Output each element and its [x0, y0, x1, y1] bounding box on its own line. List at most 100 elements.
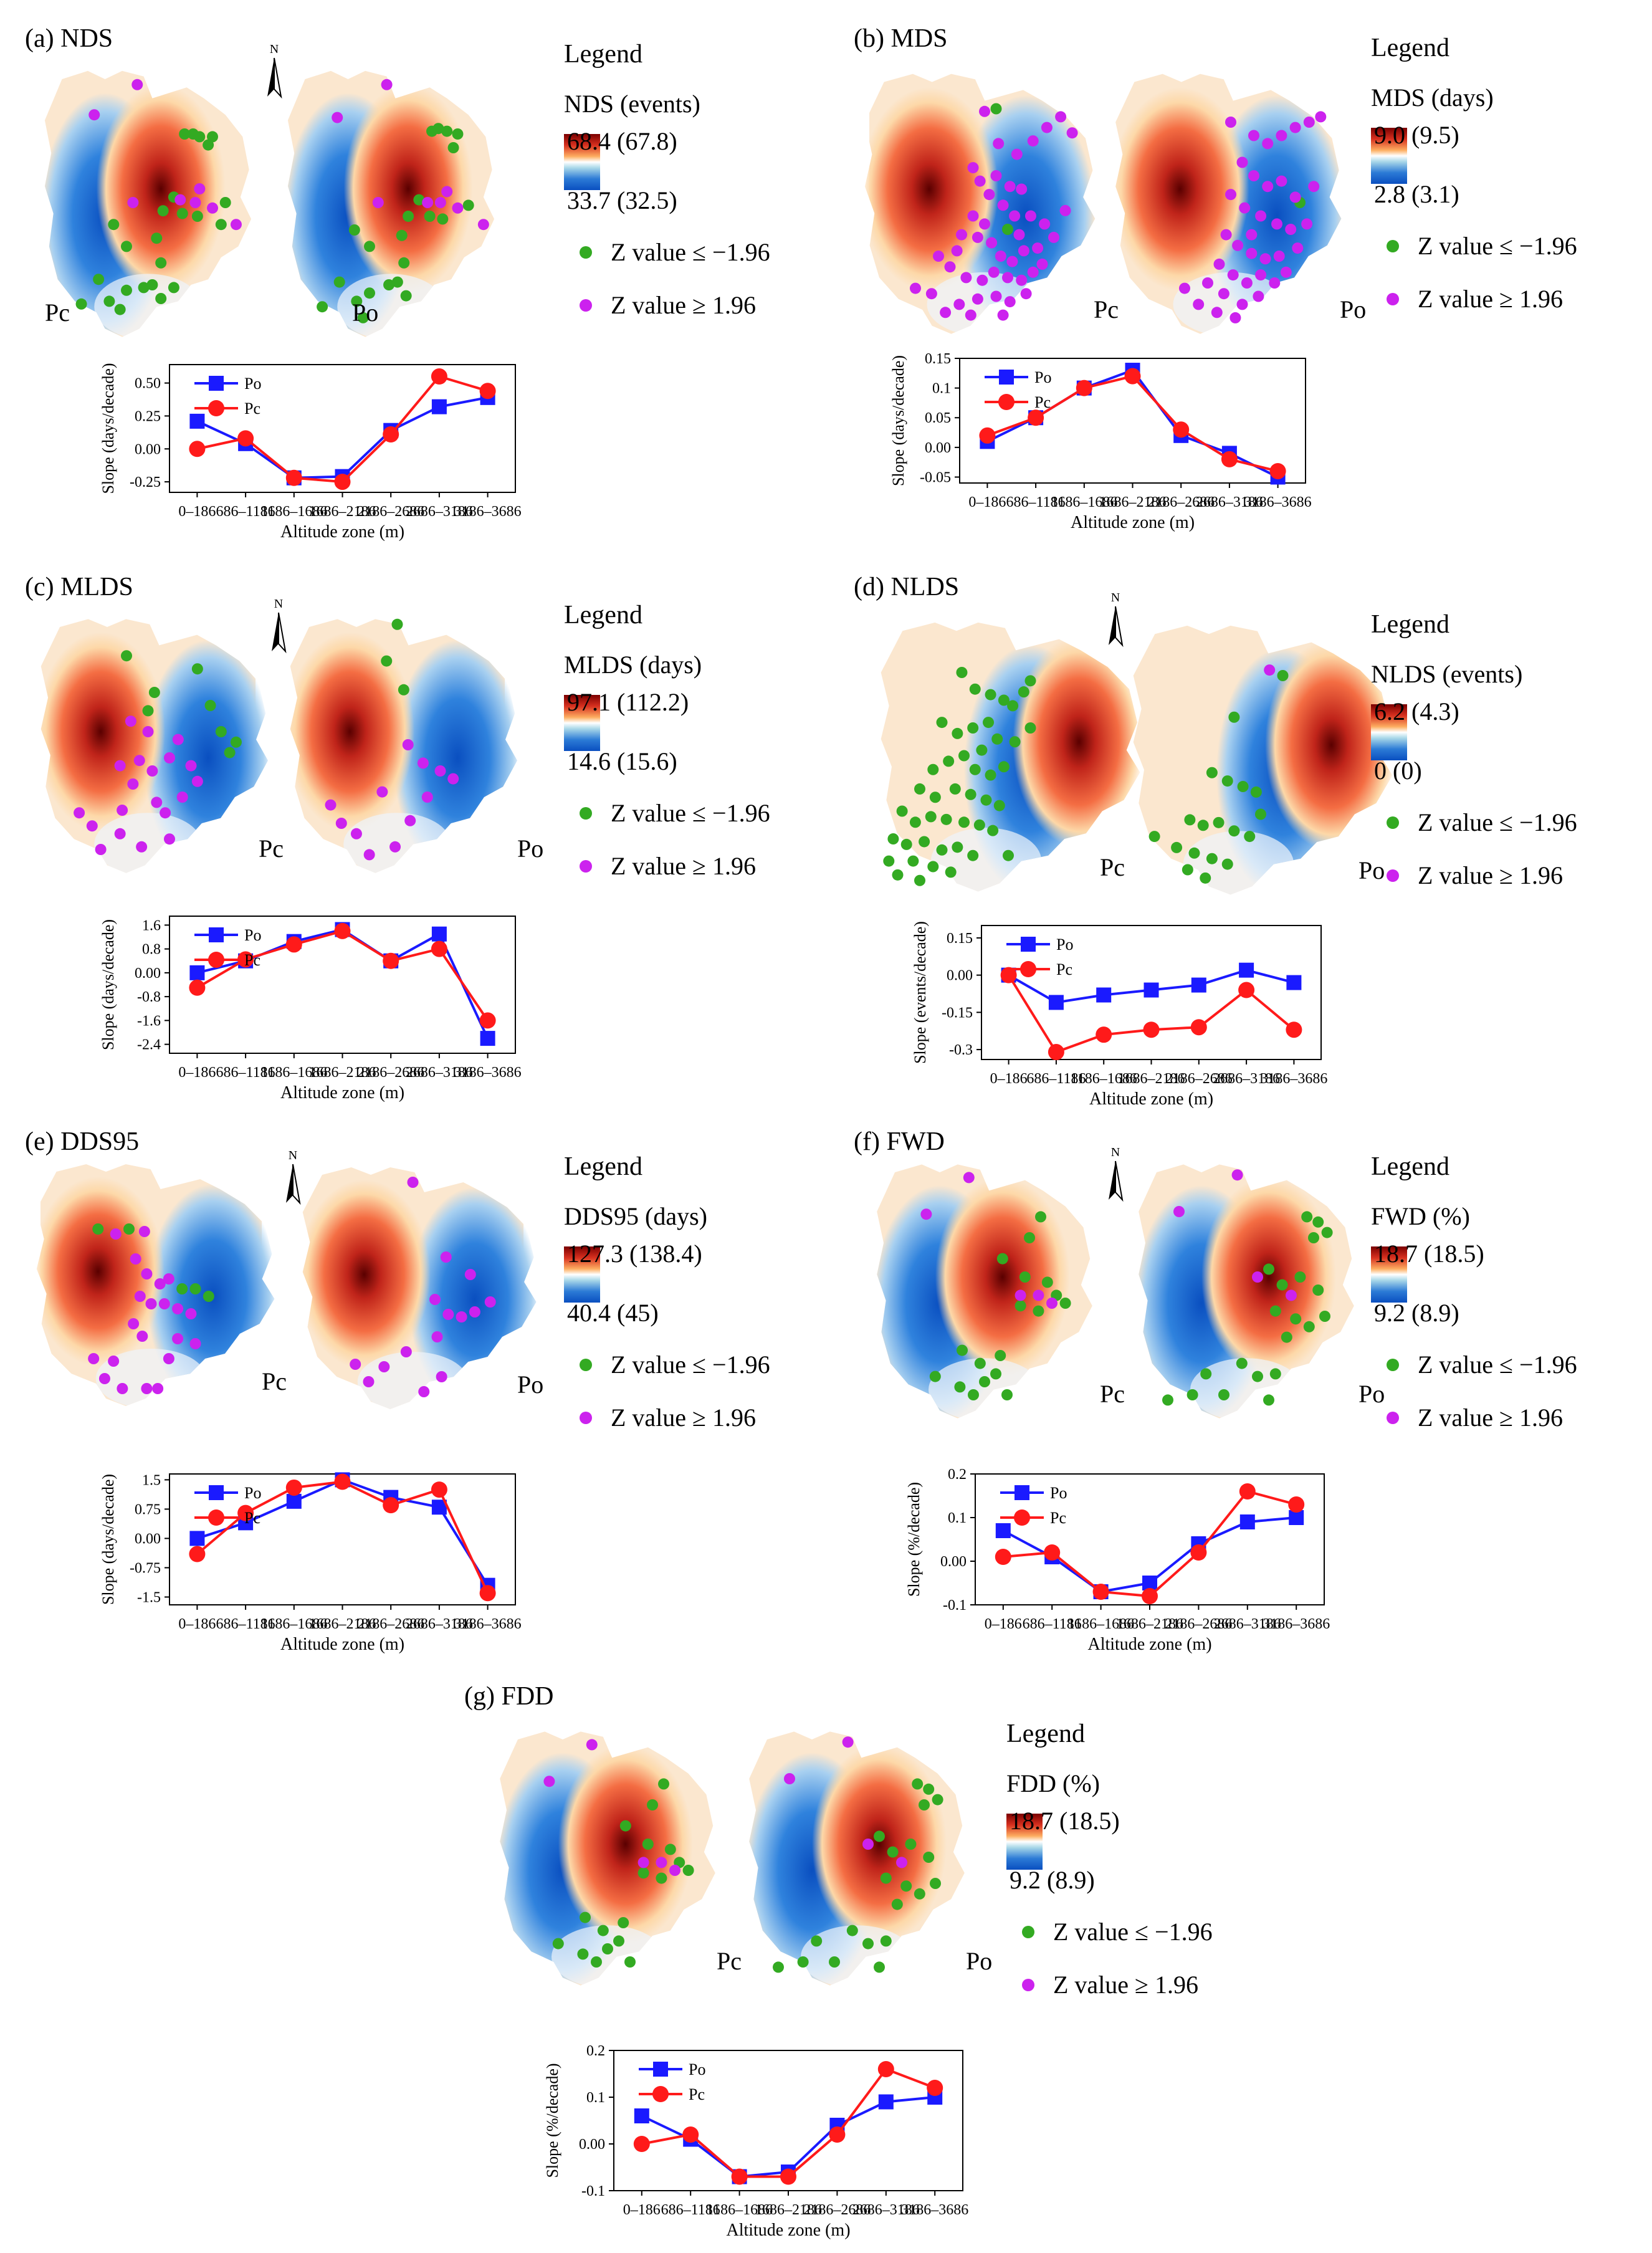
legend-variable: MDS (days): [1371, 84, 1494, 112]
green-station: [1255, 808, 1266, 820]
green-station: [940, 813, 952, 825]
purple-station: [784, 1773, 795, 1784]
green-station: [907, 855, 919, 867]
purple-station: [176, 792, 188, 803]
purple-station: [194, 183, 206, 194]
green-station: [103, 295, 115, 307]
purple-station: [956, 229, 967, 241]
green-station: [1213, 816, 1225, 828]
green-station: [121, 650, 132, 662]
green-station: [1250, 786, 1262, 798]
pc-marker: [1142, 1588, 1158, 1604]
green-station: [1312, 1216, 1324, 1228]
south-region: [94, 813, 202, 873]
purple-station: [363, 1376, 375, 1387]
legend-title: Legend: [564, 1152, 642, 1181]
purple-station: [1253, 290, 1264, 302]
legend-purple-marker: [1387, 1412, 1399, 1424]
legend-variable: FDD (%): [1006, 1769, 1100, 1797]
purple-station: [88, 109, 100, 121]
green-station: [1269, 1368, 1281, 1380]
y-tick-label: 0.00: [135, 1531, 161, 1547]
purple-station: [543, 1776, 555, 1787]
green-station: [682, 1865, 694, 1876]
north-arrow-left: [286, 1164, 293, 1203]
chart-legend-label: Pc: [689, 2085, 705, 2103]
pc-marker: [1096, 1026, 1112, 1043]
purple-station: [447, 773, 459, 785]
green-station: [773, 1961, 784, 1973]
green-station: [1319, 1311, 1330, 1322]
map-label-po: Po: [1358, 856, 1385, 884]
purple-station: [1036, 258, 1048, 270]
po-marker: [1191, 977, 1206, 993]
purple-station: [174, 194, 186, 206]
purple-station: [953, 299, 965, 310]
map-surface: [41, 619, 269, 873]
y-tick-label: -0.75: [130, 1560, 161, 1576]
purple-station: [862, 1839, 874, 1850]
purple-station: [1262, 138, 1274, 150]
green-station: [969, 763, 981, 775]
purple-station: [421, 792, 433, 803]
legend-z-low: Z value ≤ −1.96: [611, 1351, 770, 1379]
green-station: [998, 694, 1010, 706]
green-station: [207, 131, 218, 143]
green-station: [204, 700, 216, 711]
green-station: [958, 816, 970, 828]
green-station: [957, 1344, 968, 1356]
green-station: [215, 726, 227, 737]
x-tick-label: 3186–3686: [901, 2202, 968, 2218]
purple-station: [1227, 269, 1239, 281]
purple-station: [1248, 130, 1259, 141]
panel-d: (d) NLDS Pc Po N Legend NLDS (events) 6.2 (4.3…: [854, 573, 1577, 1109]
north-arrow-left: [272, 613, 279, 651]
green-station: [219, 197, 231, 208]
legend: Legend FWD (%) 18.7 (18.5) 9.2 (8.9) Z value…: [1371, 1152, 1577, 1432]
map-surface: [1139, 1164, 1354, 1418]
green-station: [914, 783, 925, 795]
colorbar-max-label: 127.3 (138.4): [567, 1240, 702, 1268]
purple-station: [997, 199, 1009, 211]
green-station: [447, 142, 459, 153]
x-tick-label: 2686–3186: [1213, 1071, 1280, 1087]
map-label-pc: Pc: [1094, 295, 1119, 323]
purple-station: [1225, 117, 1236, 128]
purple-station: [967, 162, 979, 174]
purple-station: [1211, 307, 1223, 318]
legend-z-low: Z value ≤ −1.96: [611, 799, 770, 827]
green-station: [1228, 825, 1240, 837]
north-arrow-left: [267, 58, 274, 97]
purple-station: [979, 218, 990, 230]
map-surface: [287, 70, 495, 337]
green-station: [437, 213, 449, 225]
colorbar-max-label: 6.2 (4.3): [1374, 697, 1459, 725]
x-tick-label: 1186–1686: [1071, 1071, 1137, 1087]
po-marker: [189, 965, 205, 980]
map-label-po: Po: [352, 299, 378, 327]
x-tick-label: 1686–2186: [1099, 494, 1167, 510]
north-label: N: [274, 597, 283, 611]
purple-station: [1027, 135, 1039, 147]
green-station: [896, 805, 908, 817]
purple-station: [1232, 239, 1244, 251]
x-tick-label: 686–1186: [216, 1064, 275, 1081]
green-station: [1321, 1227, 1333, 1238]
chart-legend-pc-marker: [1020, 961, 1036, 977]
map-surface: [500, 1731, 715, 1986]
map-surface: [1133, 625, 1393, 895]
y-tick-label: -0.25: [130, 474, 161, 490]
x-axis-label: Altitude zone (m): [280, 522, 404, 542]
legend-green-marker: [1022, 1926, 1034, 1938]
green-station: [880, 1872, 892, 1884]
legend-z-high: Z value ≥ 1.96: [1418, 285, 1563, 313]
x-tick-label: 0–186: [990, 1071, 1028, 1087]
pc-marker: [383, 1497, 399, 1514]
x-tick-label: 1686–2186: [1116, 1616, 1183, 1632]
legend-purple-marker: [580, 1412, 592, 1424]
map-label-po: Po: [1340, 295, 1366, 323]
slope-chart: 0.2 0.1 0.00 -0.1 0–186 686–11861186–16861686…: [543, 2043, 968, 2240]
north-arrow: N: [1109, 1146, 1124, 1202]
legend: Legend MDS (days) 9.0 (9.5) 2.8 (3.1) Z valu…: [1371, 34, 1577, 313]
green-station: [925, 811, 937, 823]
